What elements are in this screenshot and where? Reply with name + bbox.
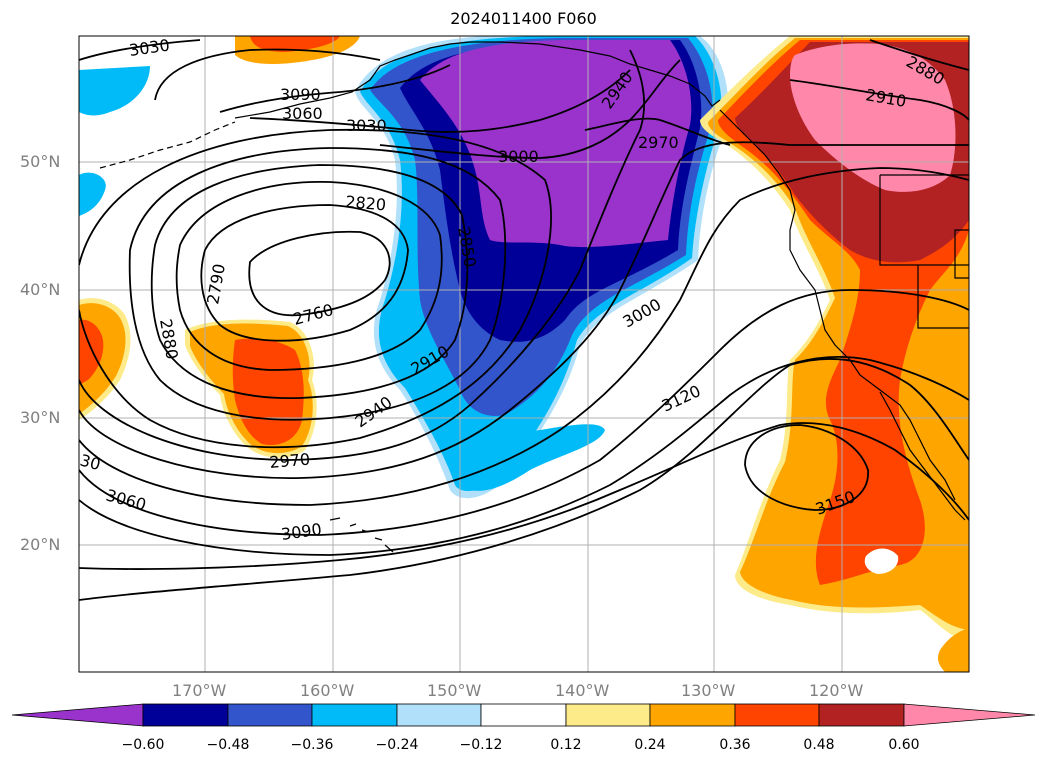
contour-2910 [79, 128, 552, 449]
contour-label: 2880 [156, 317, 182, 360]
colorbar-segment [818, 703, 905, 727]
colorbar-tick-label: 0.12 [550, 737, 582, 753]
colorbar-tick-label: 0.24 [634, 737, 666, 753]
lat-label-50n: 50°N [20, 152, 61, 171]
colorbar-extend-left [11, 703, 144, 727]
colorbar-tick-label: 0.36 [719, 737, 751, 753]
map-frame [78, 35, 970, 673]
contour-2910-ne [789, 79, 969, 121]
contour-label: 2820 [345, 192, 387, 214]
map-title: 2024011400 F060 [450, 9, 597, 28]
colorbar-segment [227, 703, 313, 727]
colorbar-segment [565, 703, 651, 727]
contour-label: 30 [78, 451, 103, 475]
hawaii [329, 517, 394, 553]
contour-label: 3060 [282, 104, 323, 123]
contour-2820 [175, 181, 443, 371]
contour-3150 [744, 424, 869, 511]
contour-label: 2970 [269, 450, 311, 472]
contour-label: 3090 [280, 85, 321, 104]
contour-3060 [79, 64, 969, 556]
colorbar-segment [734, 703, 820, 727]
neg-fill-cyan-tail [455, 424, 605, 491]
contour-label: 2970 [638, 133, 679, 152]
aleutians [99, 121, 236, 169]
contour-3120 [79, 358, 969, 601]
contour-label: 2790 [203, 262, 229, 305]
lat-label-20n: 20°N [20, 535, 61, 554]
colorbar-tick-label: −0.48 [206, 737, 250, 753]
gridlines [79, 36, 969, 672]
contour-2940 [79, 49, 731, 461]
colorbar-extend-right [903, 703, 1036, 727]
colorbar-tick-label: −0.36 [290, 737, 334, 753]
contour-3090 [79, 48, 969, 570]
state-border-4 [954, 229, 969, 279]
colorbar-tick-label: −0.24 [375, 737, 419, 753]
lon-label-150w: 150°W [427, 681, 482, 700]
state-border-2 [879, 175, 969, 266]
coastlines [99, 41, 969, 553]
alaska-coast [234, 41, 721, 119]
contour-label: 2760 [291, 300, 335, 329]
contour-2970 [79, 141, 969, 479]
lon-label-140w: 140°W [555, 681, 610, 700]
contour-2760 [248, 230, 391, 317]
bc-coast [719, 109, 956, 501]
contour-label: 3030 [128, 35, 171, 59]
contour-2880-ne [869, 39, 969, 71]
colorbar [11, 703, 1036, 727]
contour-label: 3120 [659, 381, 704, 415]
contour-3030 [79, 69, 969, 536]
lon-label-130w: 130°W [681, 681, 736, 700]
height-contours [79, 39, 969, 601]
colorbar-tick-label: 0.60 [888, 737, 920, 753]
pos-fill-pink [790, 43, 956, 192]
contour-2790 [200, 204, 409, 342]
pos-fill-white-hole [864, 548, 899, 574]
contour-2850 [150, 164, 469, 399]
lon-label-170w: 170°W [172, 681, 227, 700]
colorbar-segment [396, 703, 482, 727]
lon-label-120w: 120°W [809, 681, 864, 700]
neg-fill-cyan-nw [79, 66, 150, 116]
lat-label-30n: 30°N [20, 408, 61, 427]
baja-coast [879, 391, 966, 521]
colorbar-tick-label: 0.48 [803, 737, 835, 753]
neg-fill-cyan-w [79, 172, 106, 216]
contour-label: 3000 [498, 147, 539, 166]
contour-2880 [128, 147, 507, 421]
neg-fill-purple [420, 40, 692, 248]
colorbar-segment [480, 703, 567, 727]
contour-label: 3030 [346, 116, 387, 135]
pos-fill-nw-red [250, 36, 340, 52]
contour-label: 3090 [280, 519, 323, 543]
contour-3000 [79, 59, 969, 506]
pos-fill-orange-se [937, 628, 969, 672]
colorbar-segment [649, 703, 736, 727]
colorbar-segment [142, 703, 229, 727]
lon-label-160w: 160°W [300, 681, 355, 700]
colorbar-tick-label: −0.12 [459, 737, 503, 753]
state-border-3 [917, 265, 969, 329]
colorbar-segment [311, 703, 398, 727]
contour-label: 2940 [351, 392, 395, 431]
lat-label-40n: 40°N [20, 280, 61, 299]
colorbar-tick-label: −0.60 [121, 737, 165, 753]
contour-3030-nw [79, 39, 201, 61]
contour-label: 3060 [104, 486, 148, 515]
